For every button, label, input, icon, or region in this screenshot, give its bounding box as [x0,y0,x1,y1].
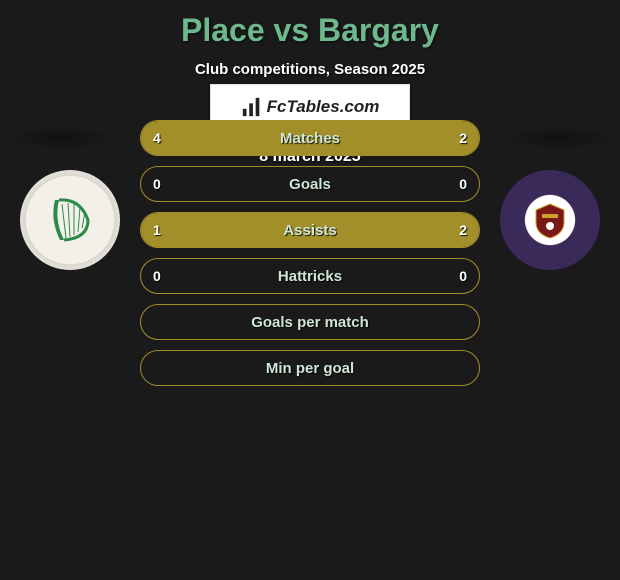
stat-label: Matches [280,130,340,147]
crest-inner [526,196,574,244]
harp-icon [40,190,100,250]
shield-icon [530,200,570,240]
stats-container: Matches42Goals00Assists12Hattricks00Goal… [140,120,480,396]
fctables-label: FcTables.com [267,97,380,117]
stat-label: Goals per match [251,314,369,331]
stat-row: Hattricks 0 0 [140,258,480,294]
stat-value-left: 4 [153,130,161,146]
stat-fill-left [141,213,276,247]
stat-value-right: 0 [459,176,467,192]
stat-value-right: 2 [459,130,467,146]
team-crest-right [500,170,600,270]
stat-value-right: 0 [459,268,467,284]
stat-row: Goals per match [140,304,480,340]
team-crest-left [20,170,120,270]
stat-value-left: 0 [153,176,161,192]
bars-icon [241,96,263,118]
stat-row: Assists 1 2 [140,212,480,248]
stat-value-left: 0 [153,268,161,284]
stat-row: Goals 0 0 [140,166,480,202]
stat-label: Hattricks [278,268,342,285]
stat-row: Min per goal [140,350,480,386]
stat-value-right: 2 [459,222,467,238]
shadow-right [504,126,614,150]
stat-label: Min per goal [266,360,354,377]
stat-label: Assists [283,222,336,239]
page-title: Place vs Bargary [0,0,620,49]
stat-label: Goals [289,176,331,193]
stat-row: Matches 4 2 [140,120,480,156]
stat-value-left: 1 [153,222,161,238]
subtitle: Club competitions, Season 2025 [0,61,620,78]
shadow-left [6,126,116,150]
